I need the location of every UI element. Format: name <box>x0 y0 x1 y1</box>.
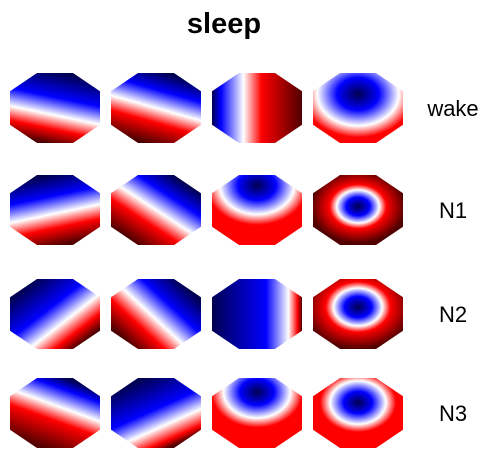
topomap <box>10 378 100 448</box>
row-label: wake <box>426 96 478 121</box>
topomap <box>10 73 100 143</box>
row-n1: N1 <box>10 175 467 245</box>
figure-title: sleep <box>187 8 261 40</box>
topomap-grid: wake N1 N2 N3 <box>10 73 479 448</box>
topomap <box>313 175 403 245</box>
topomap <box>212 73 302 143</box>
row-n3: N3 <box>10 378 467 448</box>
topomap <box>313 73 403 143</box>
topomap <box>212 378 302 448</box>
topomap <box>111 279 201 349</box>
topomap <box>313 378 403 448</box>
row-label: N3 <box>439 401 467 426</box>
topomap <box>111 73 201 143</box>
row-n2: N2 <box>10 279 467 349</box>
topomap <box>111 175 201 245</box>
topomap <box>212 175 302 245</box>
topomap <box>10 175 100 245</box>
topomap <box>111 378 201 448</box>
topomap <box>10 279 100 349</box>
row-label: N2 <box>439 302 467 327</box>
row-label: N1 <box>439 198 467 223</box>
topomap <box>313 279 403 349</box>
row-wake: wake <box>10 73 479 143</box>
topomap <box>212 279 302 349</box>
